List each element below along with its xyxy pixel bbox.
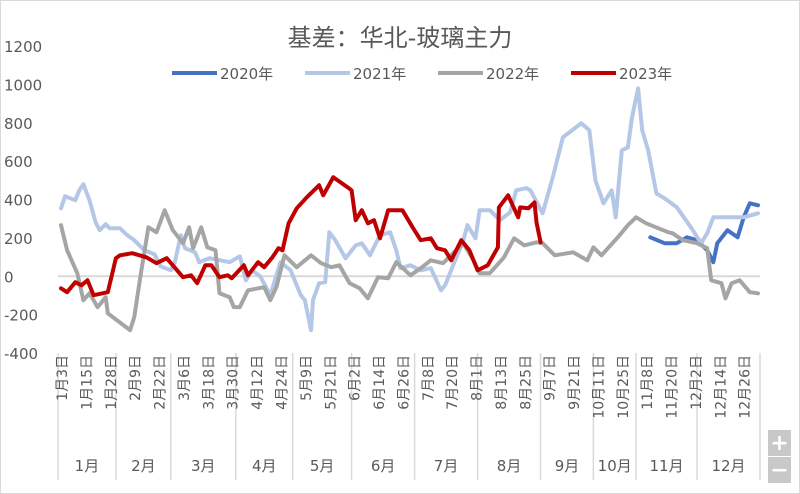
y-tick-label: 200 — [4, 230, 33, 248]
x-tick-label: 7月8日 — [421, 355, 437, 401]
x-tick-label: 2月9日 — [128, 355, 144, 401]
y-tick-label: 600 — [4, 153, 33, 171]
zoom-controls: + − — [768, 430, 791, 483]
zoom-out-button[interactable]: − — [768, 457, 791, 483]
month-label: 5月 — [310, 457, 335, 475]
x-tick-label: 1月3日 — [55, 355, 71, 401]
legend-label: 2020年 — [220, 65, 273, 83]
x-tick-label: 3月30日 — [226, 355, 242, 410]
month-label: 2月 — [131, 457, 156, 475]
month-label: 10月 — [598, 457, 632, 475]
month-label: 3月 — [191, 457, 216, 475]
x-tick-label: 7月20日 — [445, 355, 461, 410]
x-tick-label: 5月9日 — [299, 355, 315, 401]
y-tick-label: -200 — [4, 307, 38, 325]
series-group — [59, 86, 760, 333]
month-label: 8月 — [497, 457, 522, 475]
x-tick-label: 12月2日 — [689, 355, 705, 410]
month-label: 7月 — [434, 457, 459, 475]
x-tick-label: 3月18日 — [201, 355, 217, 410]
y-tick-label: 800 — [4, 115, 33, 133]
x-tick-label: 8月13日 — [494, 355, 510, 410]
x-tick-label: 10月25日 — [616, 355, 632, 419]
month-label: 11月 — [649, 457, 683, 475]
month-label: 1月 — [75, 457, 100, 475]
y-tick-label: -400 — [4, 345, 38, 363]
x-tick-label: 8月25日 — [518, 355, 534, 410]
legend-label: 2022年 — [486, 65, 539, 83]
x-axis: 1月 2月 3月 4月 5月 6月 7月 8月 9月 10月 11月 12月 1月3日 1月15日 1月28… — [55, 353, 761, 480]
x-tick-label: 3月6日 — [177, 355, 193, 401]
y-tick-label: 400 — [4, 192, 33, 210]
x-tick-label: 12月26日 — [738, 355, 754, 419]
x-tick-label: 9月7日 — [543, 355, 559, 401]
chart-title: 基差：华北-玻璃主力 — [288, 24, 513, 52]
zoom-in-button[interactable]: + — [768, 430, 791, 456]
x-tick-label: 6月2日 — [348, 355, 364, 401]
x-tick-label: 8月1日 — [470, 355, 486, 401]
x-tick-label: 6月26日 — [396, 355, 412, 410]
x-tick-label: 4月24日 — [274, 355, 290, 410]
x-tick-label: 10月11日 — [591, 355, 607, 419]
x-tick-label: 9月21日 — [567, 355, 583, 410]
legend-label: 2023年 — [619, 65, 672, 83]
month-label: 6月 — [371, 457, 396, 475]
month-label: 4月 — [252, 457, 277, 475]
legend-label: 2021年 — [353, 65, 406, 83]
legend: 2020年 2021年 2022年 2023年 — [172, 65, 672, 83]
x-tick-label: 2月22日 — [153, 355, 169, 410]
x-tick-label: 4月12日 — [250, 355, 266, 410]
y-axis: 1200 1000 800 600 400 200 0 -200 -400 — [4, 38, 760, 363]
series-line-2022 — [59, 208, 760, 333]
x-tick-label: 1月28日 — [104, 355, 120, 410]
x-tick-label: 1月15日 — [79, 355, 95, 410]
y-tick-label: 0 — [4, 268, 14, 286]
month-label: 9月 — [555, 457, 580, 475]
x-tick-label: 12月14日 — [713, 355, 729, 419]
y-tick-label: 1200 — [4, 38, 42, 56]
month-label: 12月 — [711, 457, 745, 475]
y-tick-label: 1000 — [4, 76, 42, 94]
x-tick-label: 11月20日 — [665, 355, 681, 419]
x-tick-label: 5月21日 — [323, 355, 339, 410]
x-tick-label: 6月14日 — [372, 355, 388, 410]
x-tick-label: 11月8日 — [640, 355, 656, 410]
series-line-2021 — [59, 86, 760, 333]
series-line-2023 — [59, 175, 543, 298]
